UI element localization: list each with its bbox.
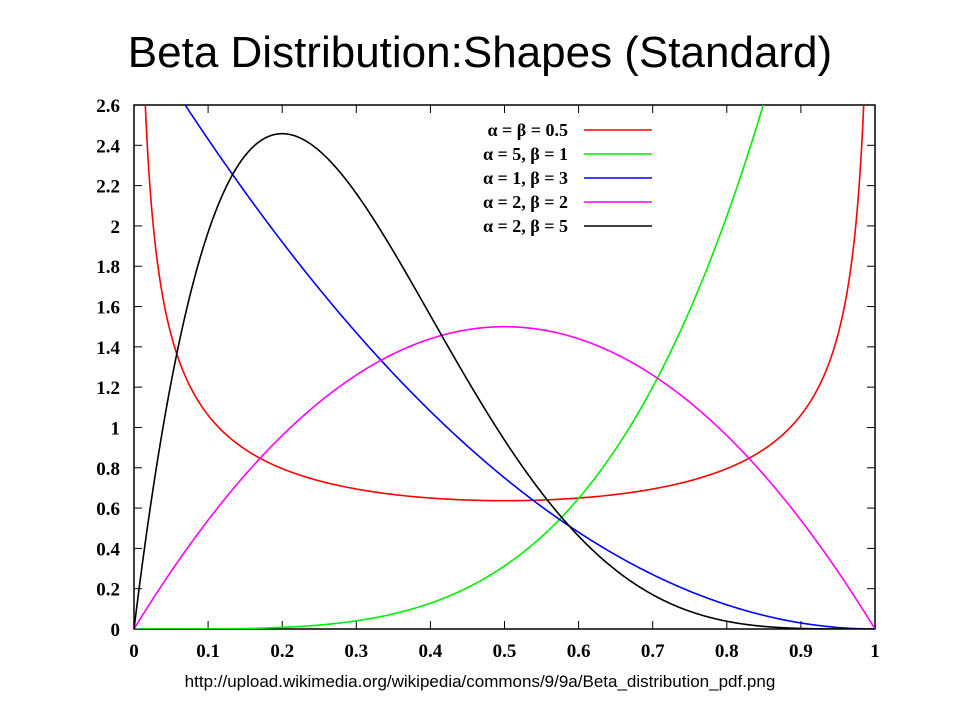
y-tick-label: 0.8 (96, 459, 120, 480)
y-tick-label: 1.6 (96, 298, 120, 319)
legend-label: α = 5, β = 1 (483, 144, 568, 164)
y-tick-label: 2.4 (96, 136, 120, 157)
y-tick-label: 0.6 (96, 499, 120, 520)
x-tick-label: 0.7 (641, 641, 665, 662)
y-tick-label: 2.6 (96, 96, 120, 117)
legend-label: α = 1, β = 3 (483, 168, 568, 188)
x-tick-label: 0.4 (419, 641, 443, 662)
y-tick-label: 0.2 (96, 580, 120, 601)
series-line-0 (144, 105, 865, 502)
x-tick-label: 0.3 (344, 641, 368, 662)
y-tick-label: 1.2 (96, 378, 120, 399)
x-tick-label: 1 (870, 641, 880, 662)
series-line-1 (134, 105, 765, 629)
y-tick-label: 0.4 (96, 539, 120, 560)
y-tick-label: 1.8 (96, 257, 120, 278)
y-tick-label: 1.4 (96, 338, 120, 359)
series-line-2 (184, 105, 875, 629)
series-line-4 (134, 132, 875, 629)
y-tick-label: 2 (111, 217, 121, 238)
slide-title: Beta Distribution:Shapes (Standard) (127, 28, 833, 77)
x-tick-label: 0 (129, 641, 139, 662)
x-tick-label: 0.2 (270, 641, 294, 662)
series-line-3 (134, 325, 875, 629)
legend-label: α = 2, β = 2 (483, 192, 568, 212)
x-tick-label: 0.6 (567, 641, 591, 662)
axis-tick-labels: 0 0.1 0.2 0.3 0.4 0.5 0.6 0.7 0.8 0.9 1 0 0.2 0.4 0.6 0… (96, 96, 880, 662)
x-tick-label: 0.1 (196, 641, 220, 662)
source-url: http://upload.wikimedia.org/wikipedia/co… (184, 672, 776, 691)
series-curves (134, 105, 875, 629)
y-tick-label: 0 (111, 620, 121, 641)
legend: α = β = 0.5 α = 5, β = 1 α = 1, β = 3 α = 2… (483, 120, 652, 236)
x-tick-label: 0.8 (715, 641, 739, 662)
x-tick-label: 0.5 (493, 641, 517, 662)
y-tick-label: 1 (111, 418, 121, 439)
legend-label: α = 2, β = 5 (483, 216, 568, 236)
y-tick-label: 2.2 (96, 177, 120, 198)
legend-label: α = β = 0.5 (487, 120, 568, 140)
x-tick-label: 0.9 (789, 641, 813, 662)
